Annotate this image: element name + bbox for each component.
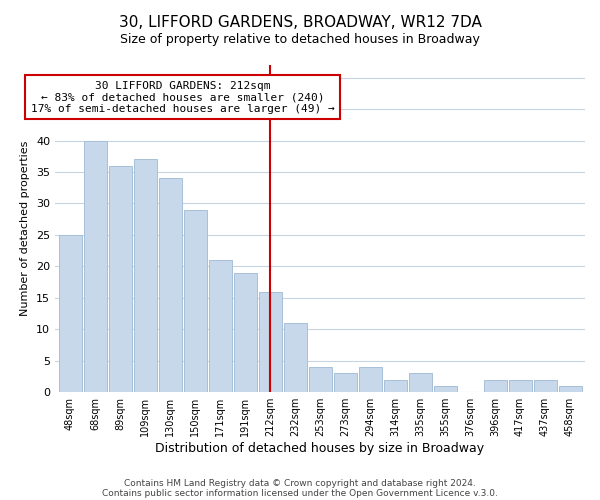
Bar: [533, 380, 557, 392]
Text: Contains HM Land Registry data © Crown copyright and database right 2024.: Contains HM Land Registry data © Crown c…: [124, 478, 476, 488]
Bar: [59, 235, 82, 392]
Y-axis label: Number of detached properties: Number of detached properties: [20, 141, 31, 316]
Text: Size of property relative to detached houses in Broadway: Size of property relative to detached ho…: [120, 32, 480, 46]
Bar: [109, 166, 131, 392]
Bar: [259, 292, 281, 392]
Bar: [308, 367, 332, 392]
Bar: [383, 380, 407, 392]
Bar: [284, 323, 307, 392]
Bar: [158, 178, 182, 392]
Bar: [434, 386, 457, 392]
X-axis label: Distribution of detached houses by size in Broadway: Distribution of detached houses by size …: [155, 442, 485, 455]
Text: Contains public sector information licensed under the Open Government Licence v.: Contains public sector information licen…: [102, 488, 498, 498]
Bar: [184, 210, 206, 392]
Bar: [334, 374, 356, 392]
Bar: [559, 386, 581, 392]
Text: 30 LIFFORD GARDENS: 212sqm
← 83% of detached houses are smaller (240)
17% of sem: 30 LIFFORD GARDENS: 212sqm ← 83% of deta…: [31, 80, 334, 114]
Bar: [209, 260, 232, 392]
Bar: [484, 380, 506, 392]
Bar: [509, 380, 532, 392]
Bar: [134, 160, 157, 392]
Bar: [409, 374, 431, 392]
Bar: [83, 140, 107, 392]
Bar: [233, 272, 257, 392]
Text: 30, LIFFORD GARDENS, BROADWAY, WR12 7DA: 30, LIFFORD GARDENS, BROADWAY, WR12 7DA: [119, 15, 481, 30]
Bar: [359, 367, 382, 392]
